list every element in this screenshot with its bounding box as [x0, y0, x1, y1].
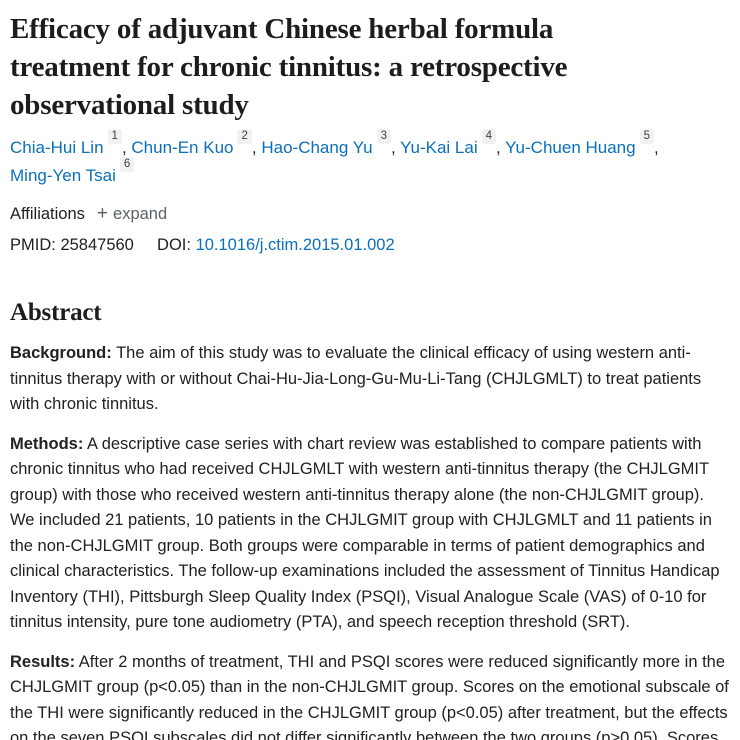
abstract-heading: Abstract [10, 299, 102, 326]
expand-label: expand [113, 204, 168, 223]
author: Hao-Chang Yu3 [261, 129, 391, 157]
abstract-background-paragraph: Background: The aim of this study was to… [10, 341, 731, 418]
author: Yu-Kai Lai4 [400, 129, 497, 157]
author-separator: , [121, 138, 132, 157]
author: Ming-Yen Tsai6 [10, 157, 135, 185]
author-link[interactable]: Chun-En Kuo [131, 138, 234, 157]
author-separator: , [251, 138, 262, 157]
author-separator: , [390, 138, 401, 157]
section-label: Background: [10, 344, 112, 362]
author-link[interactable]: Chia-Hui Lin [10, 138, 104, 157]
author: Yu-Chuen Huang5 [505, 129, 654, 157]
affiliations-expand-button[interactable]: + expand [96, 203, 168, 224]
pmid-value: 25847560 [60, 236, 134, 254]
author-affiliation-number[interactable]: 6 [119, 157, 135, 173]
section-label: Results: [10, 652, 76, 671]
author-affiliation-number[interactable]: 3 [376, 129, 391, 145]
doi-link[interactable]: 10.1016/j.ctim.2015.01.002 [195, 236, 395, 254]
author-link[interactable]: Ming-Yen Tsai [10, 166, 116, 185]
section-text: A descriptive case series with chart rev… [10, 434, 720, 632]
author-affiliation-number[interactable]: 5 [639, 129, 654, 145]
authors-list: Chia-Hui Lin1, Chun-En Kuo2, Hao-Chang Y… [10, 129, 710, 190]
author-affiliation-number[interactable]: 2 [237, 129, 252, 145]
section-label: Methods: [10, 434, 84, 453]
plus-icon: + [96, 203, 109, 224]
pmid-label: PMID: [10, 236, 56, 254]
author-affiliation-number[interactable]: 4 [481, 129, 497, 145]
section-text: After 2 months of treatment, THI and PSQ… [10, 652, 729, 740]
abstract-results-paragraph: Results: After 2 months of treatment, TH… [10, 650, 731, 740]
author-link[interactable]: Yu-Kai Lai [400, 138, 478, 157]
section-text: The aim of this study was to evaluate th… [10, 344, 702, 413]
doi-label: DOI: [157, 236, 191, 254]
author-separator: , [496, 138, 506, 157]
author: Chia-Hui Lin1 [10, 129, 122, 157]
author-link[interactable]: Hao-Chang Yu [261, 138, 373, 157]
author-link[interactable]: Yu-Chuen Huang [505, 138, 636, 157]
author-affiliation-number[interactable]: 1 [107, 129, 122, 145]
author: Chun-En Kuo2 [131, 129, 252, 157]
affiliations-row: Affiliations + expand [10, 202, 731, 226]
identifiers-row: PMID: 25847560 DOI: 10.1016/j.ctim.2015.… [10, 233, 731, 257]
abstract-methods-paragraph: Methods: A descriptive case series with … [10, 432, 731, 636]
author-separator: , [654, 138, 659, 157]
affiliations-label: Affiliations [10, 205, 85, 223]
article-title: Efficacy of adjuvant Chinese herbal form… [10, 13, 568, 121]
